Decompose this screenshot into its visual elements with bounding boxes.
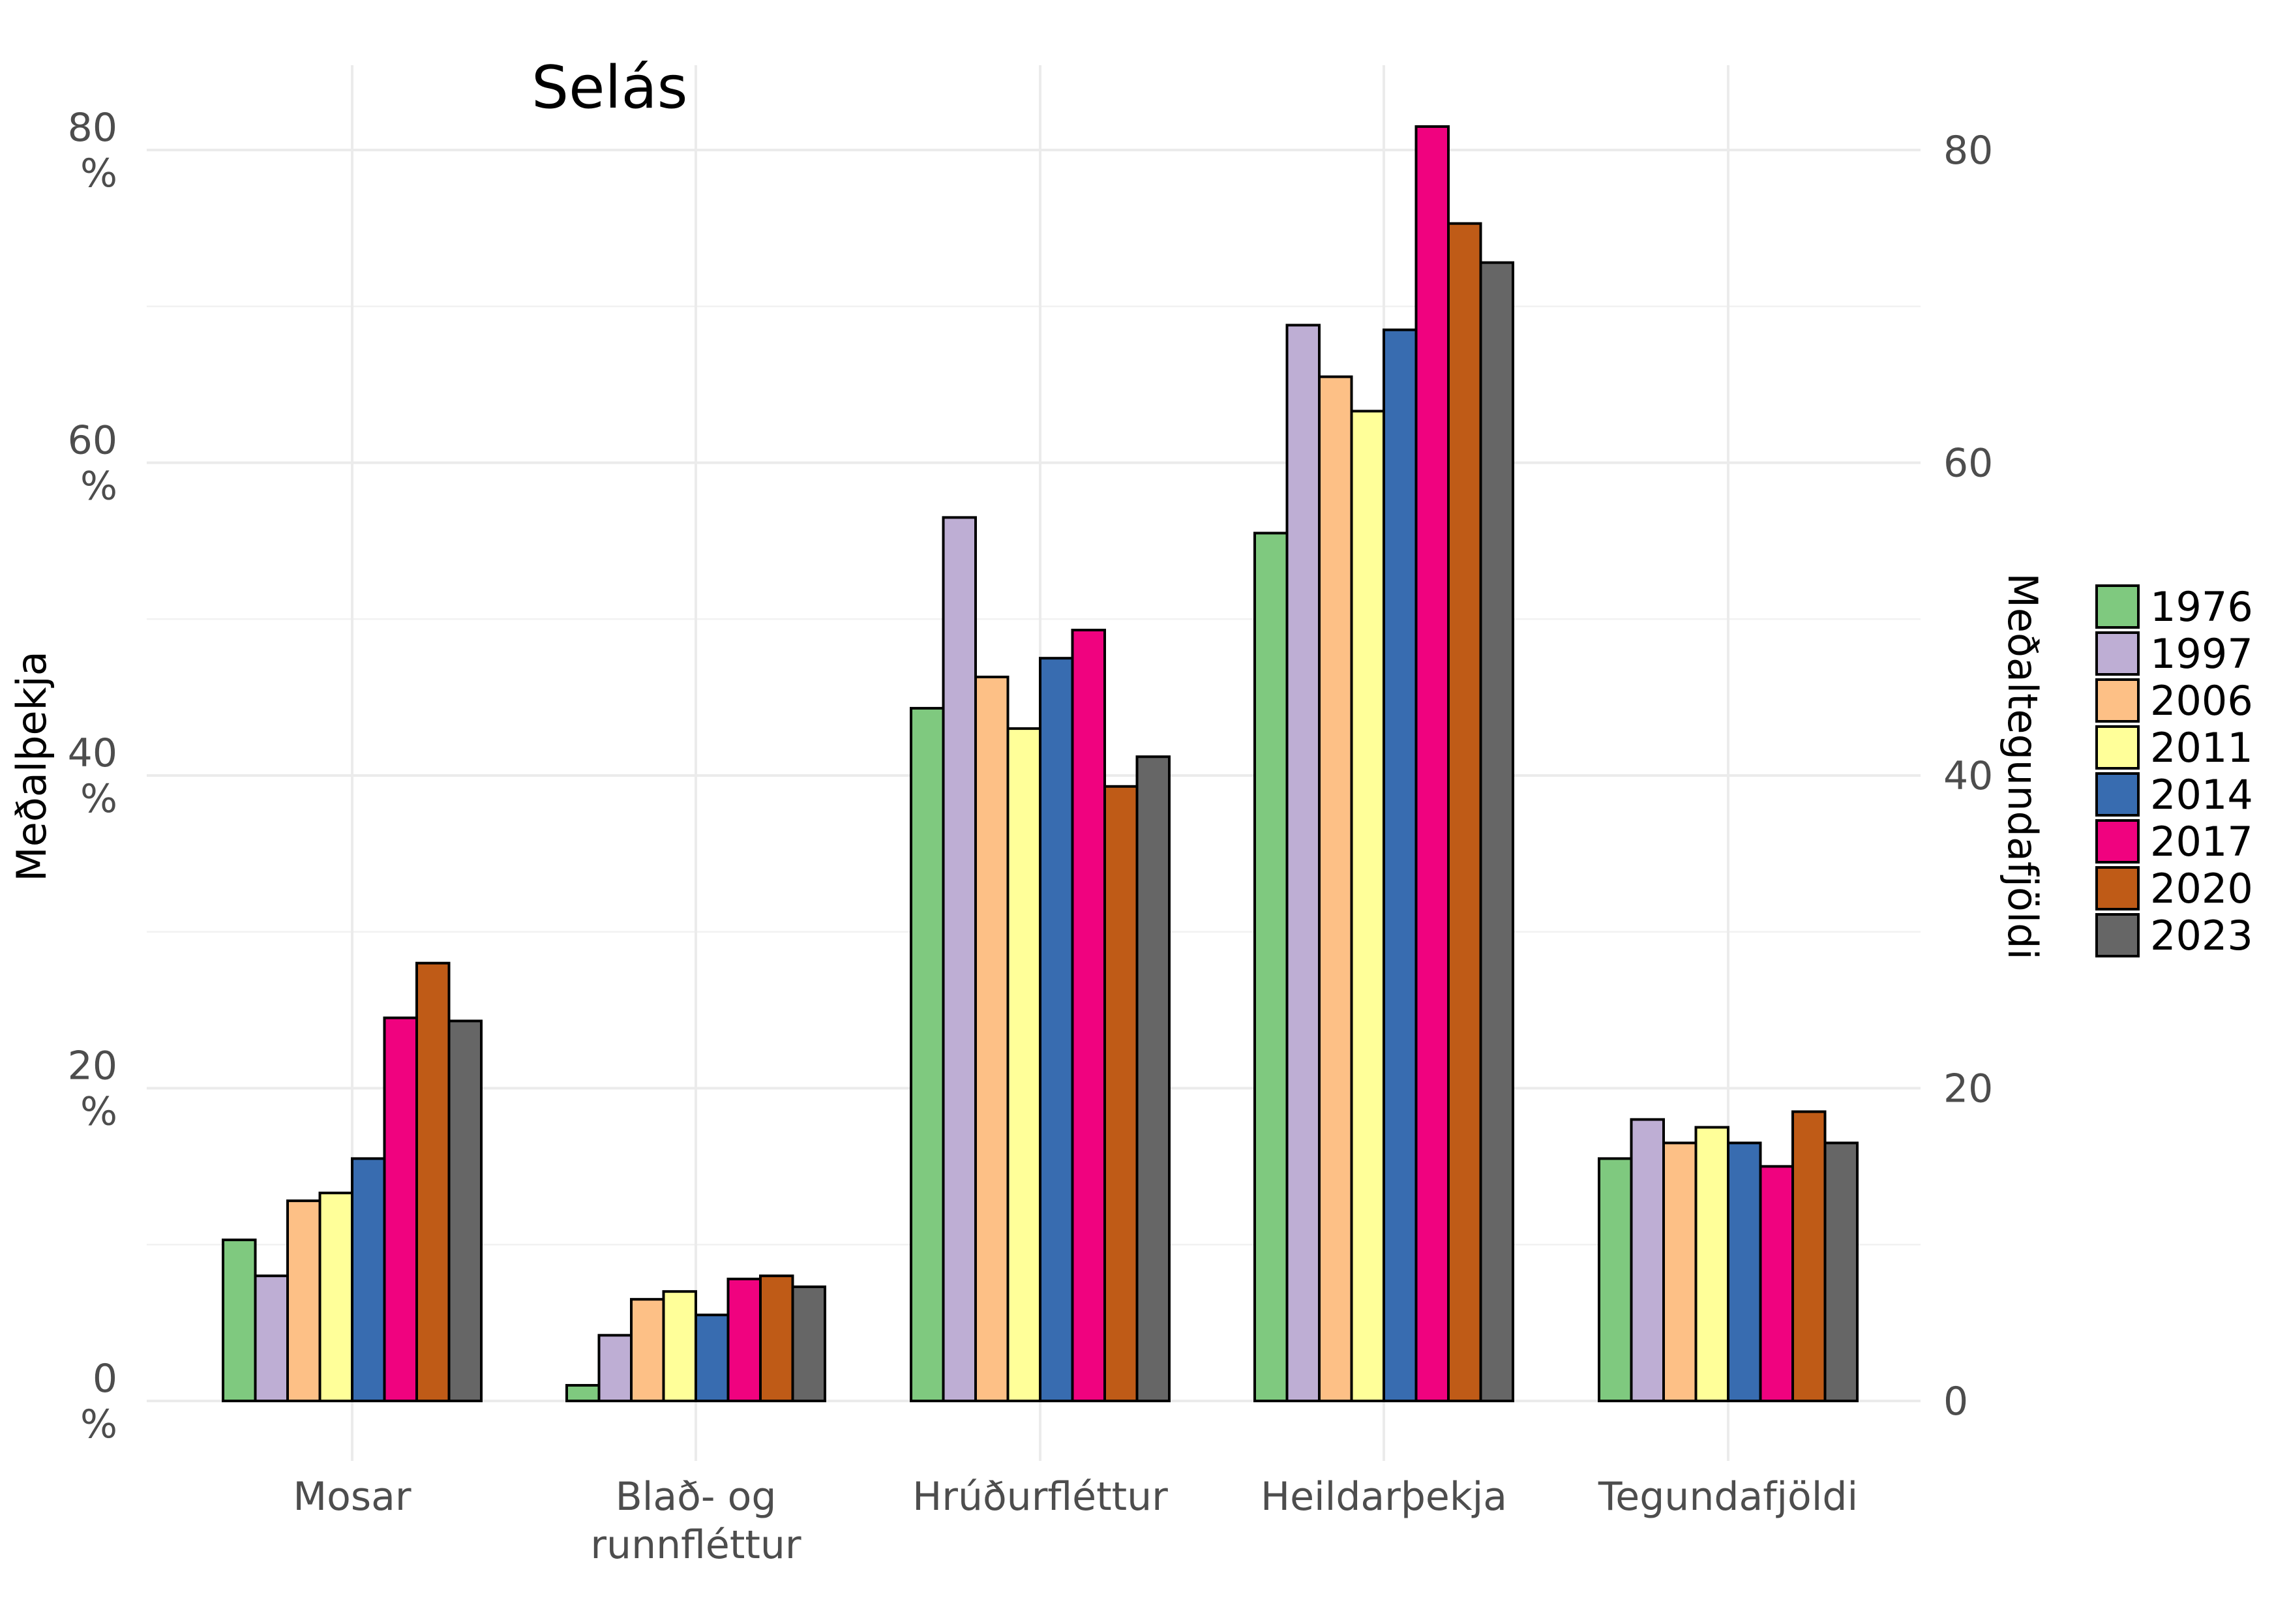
legend-label-2014: 2014 bbox=[2150, 771, 2253, 819]
y2-tick-label: 20 bbox=[1943, 1066, 1993, 1112]
bar-2023-cat-1 bbox=[791, 1285, 826, 1403]
y2-tick-label: 40 bbox=[1943, 753, 1993, 799]
legend-label-2023: 2023 bbox=[2150, 912, 2253, 959]
legend-key-2014 bbox=[2095, 772, 2140, 817]
right-axis-ticks: 0 20 40 60 80 bbox=[1943, 128, 1993, 1424]
bar-2006-cat-0 bbox=[286, 1199, 322, 1402]
y-tick-label: 60% bbox=[68, 418, 117, 509]
bar-1997-cat-0 bbox=[254, 1274, 289, 1402]
bar-2006-cat-1 bbox=[630, 1298, 665, 1402]
bar-2011-cat-0 bbox=[318, 1192, 353, 1402]
bar-2020-cat-1 bbox=[759, 1274, 794, 1402]
x-tick-label: Hrúðurfléttur bbox=[912, 1474, 1168, 1520]
bar-2017-cat-3 bbox=[1414, 125, 1450, 1403]
bar-1997-cat-1 bbox=[597, 1334, 633, 1403]
bar-1997-cat-2 bbox=[942, 516, 977, 1402]
y2-tick-label: 60 bbox=[1943, 441, 1993, 487]
legend-key-2020 bbox=[2095, 866, 2140, 910]
bar-2011-cat-3 bbox=[1350, 410, 1385, 1403]
bar-2011-cat-2 bbox=[1006, 727, 1041, 1402]
x-tick-label: Blað- og runnfléttur bbox=[590, 1474, 801, 1568]
bar-2020-cat-3 bbox=[1447, 222, 1482, 1402]
bar-2020-cat-0 bbox=[415, 961, 451, 1402]
bar-1997-cat-4 bbox=[1630, 1118, 1665, 1402]
x-tick-label: Heildarþekja bbox=[1261, 1474, 1507, 1520]
legend-key-2023 bbox=[2095, 913, 2140, 957]
bar-1976-cat-0 bbox=[222, 1239, 257, 1402]
y-tick-label: 40% bbox=[68, 730, 117, 822]
legend-key-2017 bbox=[2095, 819, 2140, 864]
bar-1976-cat-4 bbox=[1598, 1157, 1633, 1402]
bar-2017-cat-4 bbox=[1759, 1165, 1794, 1402]
bar-2020-cat-2 bbox=[1103, 785, 1139, 1402]
legend-label-1997: 1997 bbox=[2150, 630, 2253, 678]
bar-2014-cat-4 bbox=[1727, 1141, 1762, 1402]
y-tick-label: 80% bbox=[68, 105, 117, 196]
bar-2006-cat-2 bbox=[974, 675, 1010, 1402]
y-tick-label: 0% bbox=[80, 1356, 117, 1447]
bar-2006-cat-4 bbox=[1662, 1141, 1698, 1402]
bar-1976-cat-3 bbox=[1253, 532, 1289, 1403]
legend-key-1976 bbox=[2095, 584, 2140, 629]
y-tick-label: 20% bbox=[68, 1044, 117, 1135]
bar-2011-cat-4 bbox=[1694, 1126, 1729, 1402]
bar-2014-cat-2 bbox=[1039, 657, 1074, 1402]
x-axis-ticks: Mosar Blað- og runnfléttur Hrúðurfléttur Hei… bbox=[293, 1474, 1858, 1568]
bar-2014-cat-0 bbox=[351, 1157, 386, 1402]
bar-2014-cat-3 bbox=[1383, 328, 1418, 1402]
legend-label-2011: 2011 bbox=[2150, 724, 2253, 772]
bar-2011-cat-1 bbox=[662, 1290, 697, 1403]
bar-2017-cat-1 bbox=[726, 1277, 762, 1402]
x-tick-label: Mosar bbox=[293, 1474, 411, 1520]
legend-key-2011 bbox=[2095, 725, 2140, 770]
legend-label-2017: 2017 bbox=[2150, 818, 2253, 865]
bar-2014-cat-1 bbox=[695, 1314, 730, 1402]
legend-key-2006 bbox=[2095, 678, 2140, 723]
bar-1976-cat-2 bbox=[910, 706, 945, 1402]
y2-axis-title: Meðaltegundafjöldi bbox=[1999, 573, 2046, 959]
y-axis-title: Meðalþekja bbox=[8, 651, 55, 881]
bar-2020-cat-4 bbox=[1791, 1110, 1827, 1403]
y2-tick-label: 0 bbox=[1943, 1379, 1968, 1424]
x-tick-label: Tegundafjöldi bbox=[1598, 1474, 1858, 1520]
legend-key-1997 bbox=[2095, 631, 2140, 676]
bars bbox=[222, 125, 1859, 1403]
y2-tick-label: 80 bbox=[1943, 128, 1993, 173]
bar-2017-cat-0 bbox=[383, 1016, 418, 1403]
bar-1976-cat-1 bbox=[565, 1384, 601, 1402]
bar-2023-cat-2 bbox=[1135, 755, 1171, 1402]
legend-label-1976: 1976 bbox=[2150, 583, 2253, 631]
bar-2023-cat-4 bbox=[1823, 1141, 1859, 1402]
bar-2006-cat-3 bbox=[1318, 375, 1353, 1403]
legend-label-2006: 2006 bbox=[2150, 677, 2253, 725]
legend-label-2020: 2020 bbox=[2150, 865, 2253, 912]
left-axis-ticks: 0 % 20 % 40 % 60 % 80% bbox=[68, 105, 117, 1447]
bar-1997-cat-3 bbox=[1285, 323, 1321, 1402]
bar-2023-cat-3 bbox=[1479, 261, 1514, 1402]
bar-2023-cat-0 bbox=[447, 1019, 483, 1402]
bar-2017-cat-2 bbox=[1071, 629, 1106, 1402]
chart-title: Selás bbox=[531, 53, 688, 122]
